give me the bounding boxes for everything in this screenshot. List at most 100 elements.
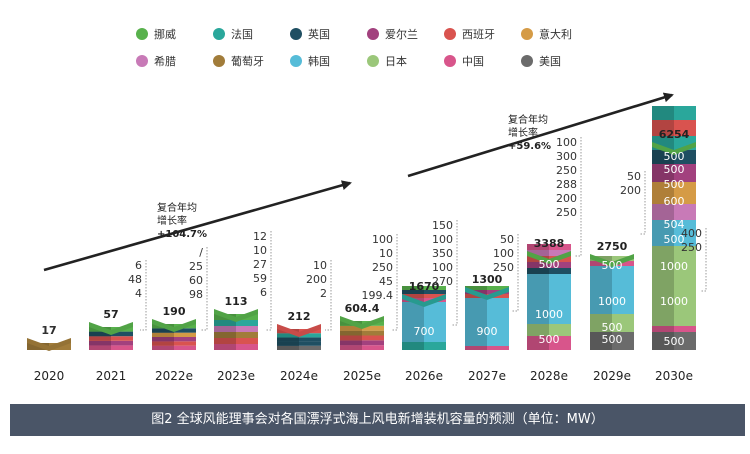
bar-segment-shade bbox=[527, 262, 549, 268]
bar-segment-shade bbox=[340, 345, 362, 350]
side-value-label: 250 bbox=[493, 261, 514, 274]
bar-top bbox=[652, 142, 696, 155]
bar-value-label: 700 bbox=[414, 325, 435, 338]
legend-label: 爱尔兰 bbox=[385, 28, 418, 41]
bar-segment-shade bbox=[527, 250, 549, 256]
side-value-label: 250 bbox=[372, 261, 393, 274]
side-bracket bbox=[201, 247, 208, 331]
side-bracket bbox=[140, 260, 147, 331]
side-value-label: 27 bbox=[253, 258, 267, 271]
side-value-label: 270 bbox=[432, 275, 453, 288]
legend-label: 中国 bbox=[462, 55, 484, 68]
bar-segment-shade bbox=[340, 325, 362, 331]
bar-segment-shade bbox=[652, 164, 674, 182]
bar-segment-shade bbox=[214, 344, 236, 350]
tick-label: 2020 bbox=[34, 369, 65, 383]
tick-label: 2030e bbox=[655, 369, 693, 383]
bar-group bbox=[214, 309, 258, 350]
side-value-label: 10 bbox=[379, 247, 393, 260]
side-value-label: 100 bbox=[432, 233, 453, 246]
legend-swatch bbox=[213, 55, 225, 67]
bar-group bbox=[152, 319, 196, 350]
bar-segment-shade bbox=[152, 332, 174, 337]
legend-label: 韩国 bbox=[308, 54, 330, 68]
side-value-label: 45 bbox=[379, 275, 393, 288]
side-value-label: 2 bbox=[320, 287, 327, 300]
legend-label: 挪威 bbox=[154, 27, 176, 41]
bar-segment-shade bbox=[527, 274, 549, 324]
bar-total-label: 17 bbox=[41, 324, 56, 337]
bar-segment-shade bbox=[340, 335, 362, 341]
bar-value-label: 500 bbox=[664, 233, 685, 246]
bar-group bbox=[402, 286, 446, 350]
bar-segment-shade bbox=[277, 345, 299, 350]
side-value-label: 250 bbox=[556, 164, 577, 177]
bar-top bbox=[214, 309, 258, 322]
bar-segment-shade bbox=[89, 345, 111, 350]
bar-value-label: 500 bbox=[664, 150, 685, 163]
bar-value-label: 500 bbox=[602, 259, 623, 272]
side-value-label: 10 bbox=[313, 259, 327, 272]
bar-segment-shade bbox=[590, 266, 612, 314]
side-value-label: 100 bbox=[372, 233, 393, 246]
bar-value-label: 500 bbox=[664, 335, 685, 348]
legend-swatch bbox=[521, 28, 533, 40]
legend-swatch bbox=[290, 28, 302, 40]
side-bracket bbox=[265, 231, 272, 331]
side-bracket bbox=[575, 137, 582, 257]
tick-label: 2027e bbox=[468, 369, 506, 383]
side-bracket bbox=[391, 234, 398, 331]
bar-total-label: 190 bbox=[163, 305, 186, 318]
bar-total-label: 57 bbox=[103, 308, 118, 321]
bar-segment-shade bbox=[214, 326, 236, 332]
legend-swatch bbox=[444, 28, 456, 40]
bar-segment-shade bbox=[340, 340, 362, 346]
chart-caption: 图2 全球风能理事会对各国漂浮式海上风电新增装机容量的预测（单位：MW） bbox=[151, 412, 604, 427]
side-value-label: 200 bbox=[620, 184, 641, 197]
legend-swatch bbox=[213, 28, 225, 40]
tick-label: 2023e bbox=[217, 369, 255, 383]
side-value-label: / bbox=[199, 246, 203, 259]
legend-label: 葡萄牙 bbox=[231, 55, 264, 68]
legend-label: 意大利 bbox=[539, 27, 572, 41]
cagr-annotation: 增长率 bbox=[157, 214, 187, 227]
growth-arrow bbox=[43, 180, 352, 272]
bar-value-label: 1000 bbox=[598, 295, 626, 308]
bar-top bbox=[590, 254, 634, 267]
side-value-label: 288 bbox=[556, 178, 577, 191]
bar-segment-shade bbox=[277, 337, 299, 342]
bar-segment-shade bbox=[527, 268, 549, 274]
bar-top bbox=[89, 322, 133, 335]
bar-segment-shade bbox=[652, 106, 674, 120]
legend-label: 日本 bbox=[385, 54, 407, 68]
bar-top bbox=[527, 251, 571, 264]
bar-segment-shade bbox=[152, 341, 174, 346]
legend-label: 希腊 bbox=[154, 54, 176, 68]
bar-segment-shade bbox=[214, 338, 236, 344]
bar-segment-shade bbox=[277, 333, 299, 338]
tick-label: 2022e bbox=[155, 369, 193, 383]
bar-segment-shade bbox=[465, 286, 487, 290]
bar-total-label: 1670 bbox=[409, 280, 440, 293]
bar-segment-shade bbox=[89, 340, 111, 346]
side-value-label: 100 bbox=[493, 247, 514, 260]
side-bracket bbox=[639, 171, 646, 235]
legend-label: 美国 bbox=[539, 55, 561, 68]
cagr-annotation: 增长率 bbox=[508, 126, 538, 139]
bar-segment-shade bbox=[402, 342, 424, 350]
bar-top bbox=[340, 316, 384, 329]
bar-segment-shade bbox=[340, 330, 362, 336]
bar-group bbox=[465, 286, 509, 350]
bar-total-label: 604.4 bbox=[345, 302, 380, 315]
bar-group bbox=[27, 338, 71, 351]
bar-segment-shade bbox=[652, 332, 674, 350]
side-bracket bbox=[451, 220, 458, 326]
side-value-label: 4 bbox=[135, 287, 142, 300]
bar-total-label: 3388 bbox=[534, 237, 565, 250]
bar-group bbox=[277, 324, 321, 350]
growth-arrow bbox=[407, 92, 674, 178]
side-value-label: 100 bbox=[432, 261, 453, 274]
side-value-label: 250 bbox=[556, 206, 577, 219]
side-value-label: 200 bbox=[306, 273, 327, 286]
